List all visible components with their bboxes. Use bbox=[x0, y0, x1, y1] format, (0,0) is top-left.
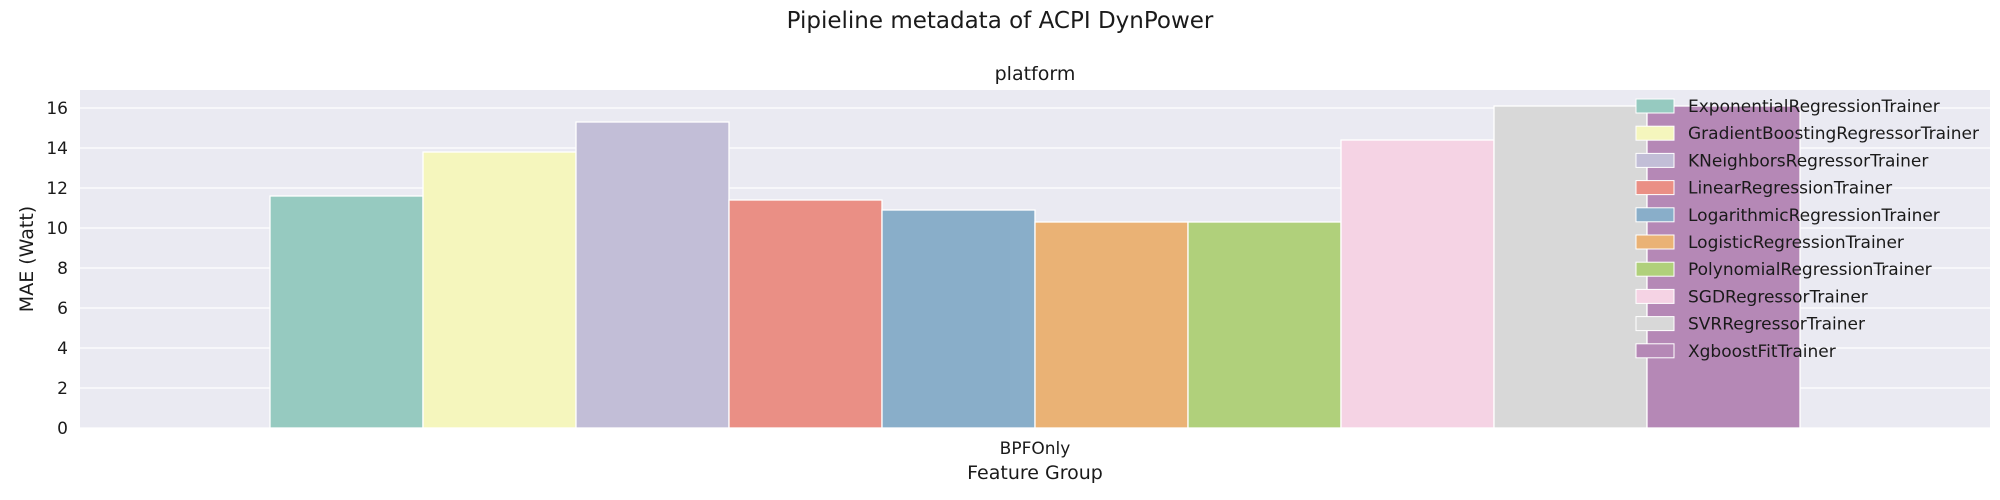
legend-swatch bbox=[1635, 234, 1675, 250]
bar bbox=[1340, 139, 1495, 429]
legend-label: SVRRegressorTrainer bbox=[1688, 315, 1865, 335]
legend-swatch bbox=[1635, 125, 1675, 141]
y-tick-label: 0 bbox=[57, 419, 68, 439]
y-tick-label: 8 bbox=[57, 259, 68, 279]
legend-swatch bbox=[1635, 288, 1675, 304]
legend-label: PolynomialRegressionTrainer bbox=[1688, 260, 1932, 280]
bar bbox=[575, 121, 730, 429]
bar bbox=[1034, 221, 1189, 429]
bars-layer bbox=[269, 105, 1801, 429]
x-ticks: BPFOnly bbox=[1000, 439, 1071, 459]
legend-label: GradientBoostingRegressorTrainer bbox=[1688, 124, 1979, 144]
legend-label: KNeighborsRegressorTrainer bbox=[1688, 151, 1928, 171]
y-tick-label: 12 bbox=[46, 179, 68, 199]
legend-swatch bbox=[1635, 343, 1675, 359]
legend-swatch bbox=[1635, 180, 1675, 196]
legend-label: XgboostFitTrainer bbox=[1688, 342, 1836, 362]
figure-title: Pipieline metadata of ACPI DynPower bbox=[787, 8, 1214, 34]
bar bbox=[1187, 221, 1342, 429]
y-axis-label: MAE (Watt) bbox=[16, 206, 38, 312]
y-tick-label: 6 bbox=[57, 299, 68, 319]
legend-label: SGDRegressorTrainer bbox=[1688, 287, 1868, 307]
legend: ExponentialRegressionTrainer GradientBoos… bbox=[1635, 97, 1979, 362]
y-tick-label: 2 bbox=[57, 379, 68, 399]
legend-swatch bbox=[1635, 152, 1675, 168]
legend-swatch bbox=[1635, 98, 1675, 114]
bar bbox=[728, 199, 883, 429]
legend-swatch bbox=[1635, 261, 1675, 277]
legend-label: LogisticRegressionTrainer bbox=[1688, 233, 1904, 253]
y-tick-label: 4 bbox=[57, 339, 68, 359]
bar bbox=[422, 151, 577, 429]
axes-title: platform bbox=[995, 63, 1076, 85]
y-tick-label: 16 bbox=[46, 99, 68, 119]
x-axis-label: Feature Group bbox=[967, 462, 1103, 484]
legend-label: LogarithmicRegressionTrainer bbox=[1688, 206, 1940, 226]
bar bbox=[269, 195, 424, 429]
bar bbox=[1493, 105, 1648, 429]
legend-swatch bbox=[1635, 207, 1675, 223]
legend-label: LinearRegressionTrainer bbox=[1688, 179, 1892, 199]
x-tick-label: BPFOnly bbox=[1000, 439, 1071, 459]
y-ticks: 0 2 4 6 8 10 12 14 16 bbox=[46, 99, 68, 439]
bar bbox=[881, 209, 1036, 429]
legend-swatch bbox=[1635, 316, 1675, 332]
y-tick-label: 14 bbox=[46, 139, 68, 159]
y-tick-label: 10 bbox=[46, 219, 68, 239]
legend-label: ExponentialRegressionTrainer bbox=[1688, 97, 1940, 117]
